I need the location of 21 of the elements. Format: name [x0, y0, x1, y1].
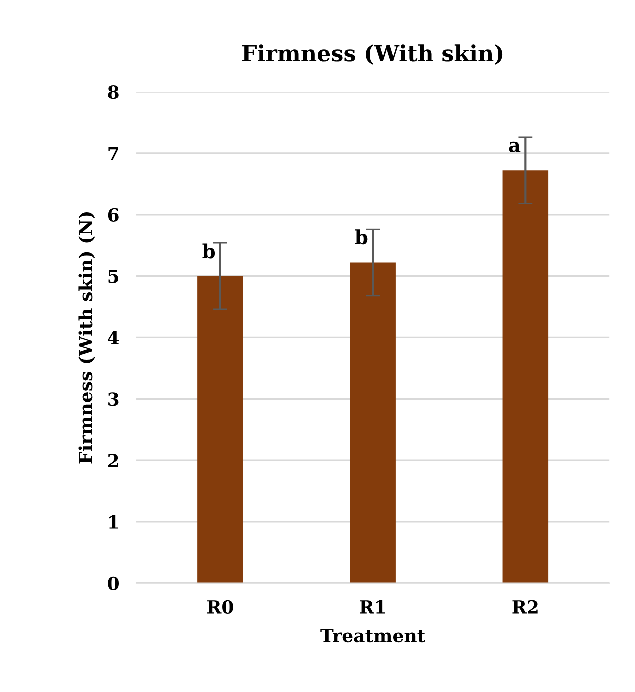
- x-tick-label: R0: [208, 600, 234, 614]
- y-tick-label: 8: [108, 85, 119, 100]
- y-tick-label: 6: [108, 208, 119, 222]
- y-tick-label: 1: [110, 515, 118, 529]
- y-tick-label: 3: [108, 392, 119, 406]
- annotation: a: [509, 142, 521, 153]
- x-axis-title: Treatment: [320, 629, 426, 643]
- y-axis-title: Firmness (With skin) (N): [78, 212, 96, 464]
- y-tick-label: 4: [108, 331, 120, 345]
- bar: [502, 170, 549, 584]
- x-tick-label: R1: [360, 600, 386, 614]
- annotation: b: [355, 230, 368, 245]
- bar: [198, 276, 244, 584]
- chart-title: Firmness (With skin): [242, 44, 503, 65]
- y-tick-label: 2: [108, 454, 118, 468]
- y-tick-label: 7: [108, 147, 118, 160]
- bar: [350, 262, 396, 584]
- y-tick-label: 5: [108, 270, 118, 284]
- annotation: b: [202, 244, 216, 259]
- x-tick-label: R2: [512, 600, 538, 614]
- y-tick-label: 0: [108, 576, 120, 590]
